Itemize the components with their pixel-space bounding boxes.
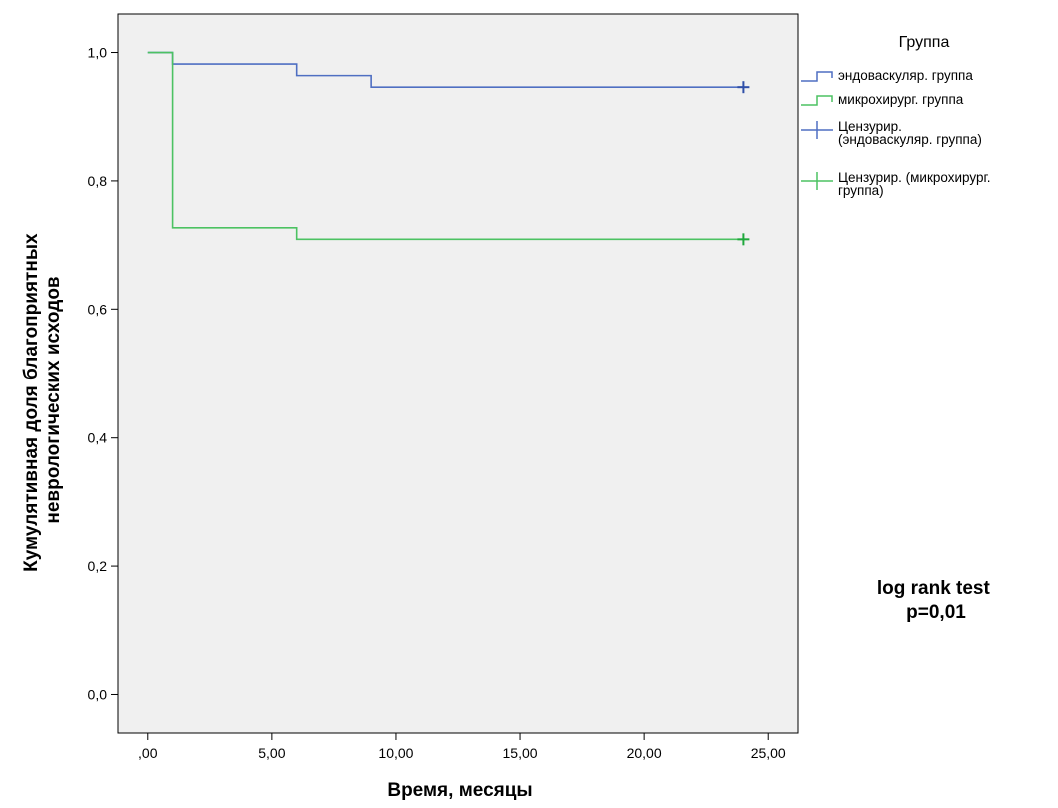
legend-label: Цензурир. <box>838 119 902 134</box>
legend-step-swatch <box>801 95 833 106</box>
legend-title: Группа <box>899 34 950 51</box>
legend-item: Цензурир.(эндоваскуляр. группа) <box>801 119 982 147</box>
y-axis-title-line: Кумулятивная доля благоприятных <box>21 233 42 572</box>
x-axis-title: Время, месяцы <box>387 780 532 801</box>
x-tick-label: 5,00 <box>258 745 285 761</box>
x-tick-label: ,00 <box>138 745 158 761</box>
series-layer <box>147 51 744 241</box>
censor-layer <box>737 81 750 246</box>
y-axis-title-line: неврологических исходов <box>43 276 64 523</box>
y-tick-label: 0,8 <box>88 173 108 189</box>
censor-mark <box>737 81 750 94</box>
censor-mark <box>737 233 750 246</box>
legend-item: микрохирург. группа <box>801 92 964 107</box>
annotation-line: log rank test <box>877 578 991 599</box>
plot-area <box>117 13 799 734</box>
x-tick-label: 10,00 <box>378 745 413 761</box>
y-tick-label: 0,6 <box>88 301 108 317</box>
legend-item: Цензурир. (микрохирург.группа) <box>801 170 991 198</box>
x-tick-label: 20,00 <box>627 745 662 761</box>
legend-label: (эндоваскуляр. группа) <box>838 132 982 147</box>
y-tick-label: 1,0 <box>88 45 108 61</box>
axis-layer: 0,0 0,2 0,4 0,6 0,8 1,0 ,00 5,00 10,00 15,00 20,00… <box>88 45 786 761</box>
log-rank-annotation: log rank test p=0,01 <box>877 578 995 623</box>
legend-label: микрохирург. группа <box>838 92 964 107</box>
y-tick-label: 0,2 <box>88 558 108 574</box>
legend: эндоваскуляр. группа микрохирург. группа Ц… <box>801 68 991 198</box>
legend-item: эндоваскуляр. группа <box>801 68 973 83</box>
legend-step-swatch <box>801 71 833 82</box>
x-tick-label: 25,00 <box>751 745 786 761</box>
x-tick-label: 15,00 <box>503 745 538 761</box>
legend-label: группа) <box>838 183 884 198</box>
y-axis-title: Кумулятивная доля благоприятных невролог… <box>21 228 64 572</box>
legend-label: эндоваскуляр. группа <box>838 68 973 83</box>
legend-label: Цензурир. (микрохирург. <box>838 170 991 185</box>
series-line <box>147 51 744 241</box>
y-tick-label: 0,0 <box>88 686 108 702</box>
annotation-line: p=0,01 <box>906 602 966 623</box>
y-tick-label: 0,4 <box>88 430 108 446</box>
